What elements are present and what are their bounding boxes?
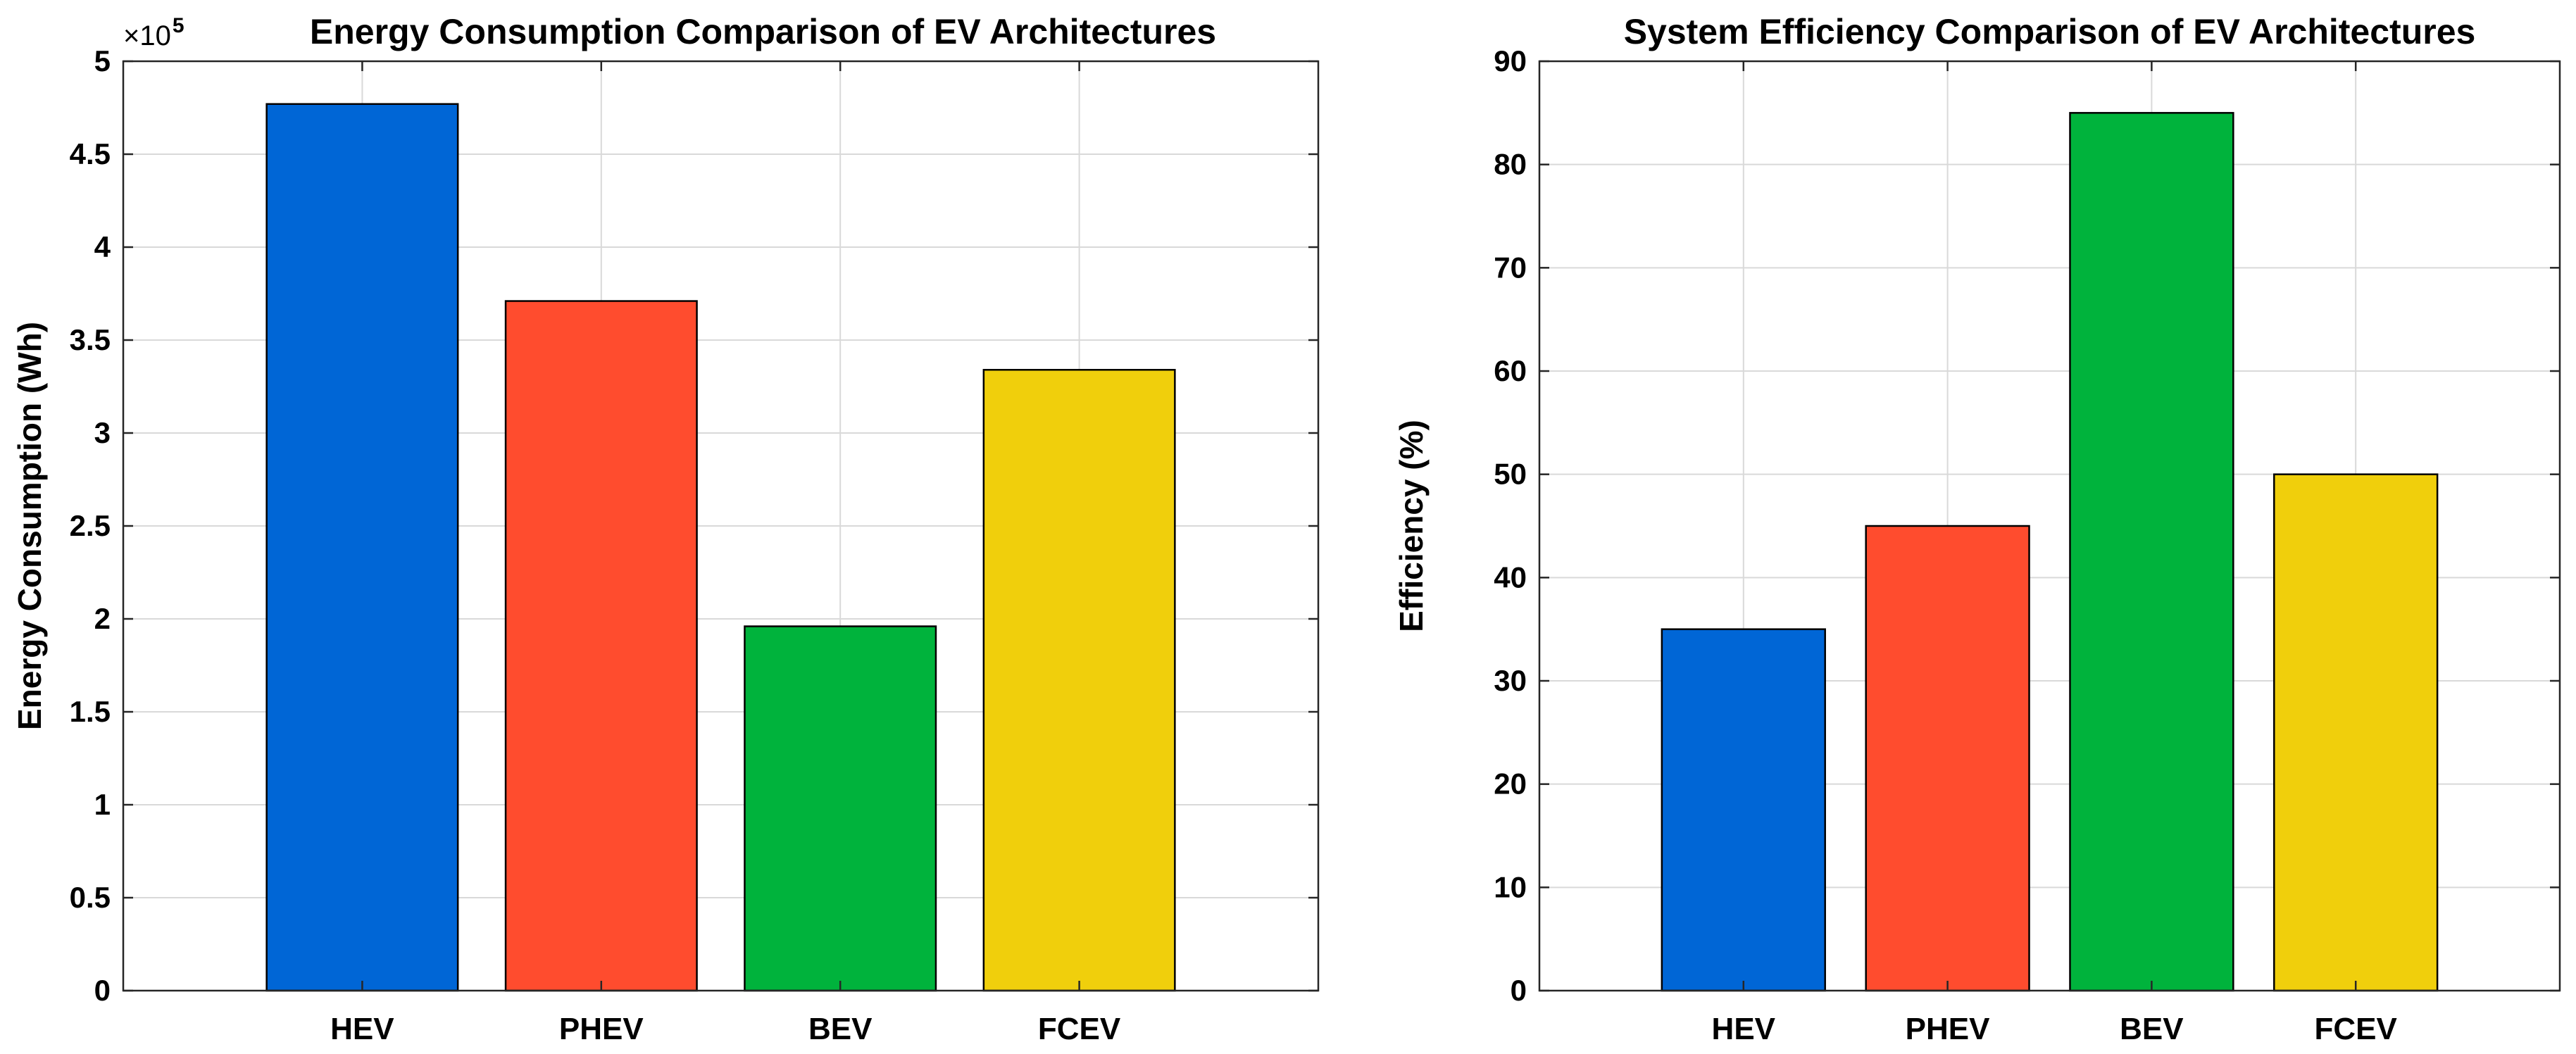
efficiency-bar-fcev [2273,473,2439,992]
energy-ytick-label: 4.5 [70,137,111,170]
efficiency-ytick-label: 10 [1494,870,1527,903]
energy-ylabel: Energy Consumption (Wh) [11,322,48,730]
efficiency-category-label-hev: HEV [1712,1012,1776,1046]
energy-chart-title: Energy Consumption Comparison of EV Arch… [310,12,1216,51]
efficiency-bar-bev [2069,112,2234,992]
efficiency-ytick-label: 70 [1494,251,1527,284]
efficiency-ytick-label: 90 [1494,44,1527,77]
energy-category-label-phev: PHEV [559,1012,644,1046]
efficiency-category-label-bev: BEV [2120,1012,2184,1046]
energy-bar-phev [504,300,698,992]
efficiency-ytick-label: 60 [1494,354,1527,387]
energy-ytick-label: 3 [94,416,111,449]
energy-ytick-label: 1.5 [70,695,111,728]
energy-category-label-hev: HEV [330,1012,394,1046]
efficiency-ytick-label: 0 [1511,974,1527,1007]
scale-base: ×10 [123,20,171,51]
scale-power: 5 [173,14,185,37]
efficiency-bar-hev [1661,628,1826,992]
energy-category-label-fcev: FCEV [1038,1012,1121,1046]
energy-bar-hev [265,103,459,992]
energy-ytick-label: 2.5 [70,509,111,542]
energy-ytick-label: 0 [94,974,111,1007]
efficiency-ytick-label: 40 [1494,560,1527,594]
energy-ytick-label: 3.5 [70,323,111,356]
efficiency-category-label-fcev: FCEV [2315,1012,2398,1046]
energy-ytick-label: 0.5 [70,881,111,914]
energy-ytick-label: 1 [94,788,111,821]
efficiency-chart: 0 10 20 30 40 50 60 70 80 90 HEV PHEV BEV FCEV System … [1393,12,2561,1046]
energy-scale-exponent: ×105 [123,14,185,51]
energy-consumption-chart: 0 0.5 1 1.5 2 2.5 3 3.5 4 4.5 5 HEV PHEV BEV FCEV Energ… [11,12,1320,1046]
efficiency-category-label-phev: PHEV [1906,1012,1990,1046]
efficiency-ytick-label: 20 [1494,767,1527,801]
energy-ytick-label: 5 [94,44,111,77]
efficiency-ylabel: Efficiency (%) [1393,420,1430,632]
energy-category-label-bev: BEV [808,1012,873,1046]
efficiency-ytick-label: 30 [1494,664,1527,697]
energy-ytick-label: 2 [94,602,111,635]
efficiency-axes-box [1538,60,2561,992]
energy-bar-fcev [982,368,1176,992]
energy-ytick-label: 4 [94,230,111,263]
energy-bar-bev [744,625,937,992]
efficiency-ytick-label: 50 [1494,458,1527,491]
efficiency-ytick-label: 80 [1494,148,1527,181]
efficiency-chart-title: System Efficiency Comparison of EV Archi… [1624,12,2476,51]
efficiency-bar-phev [1865,525,2030,992]
